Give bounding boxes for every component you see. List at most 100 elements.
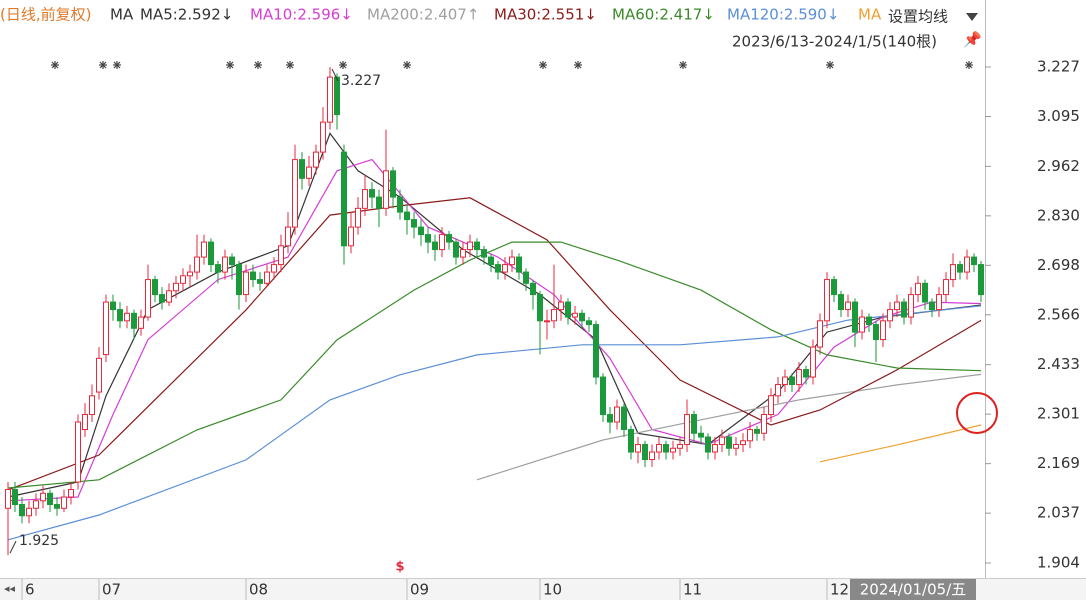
candle-body [432, 241, 438, 251]
annotation-label: 3.227 [341, 73, 381, 89]
candle-body [950, 264, 956, 281]
event-marker-stroke [679, 61, 687, 69]
candle-body [628, 429, 634, 453]
ma-line [7, 197, 982, 491]
candle-body [117, 309, 123, 322]
x-tick-label: 10 [543, 581, 562, 599]
event-marker [226, 61, 234, 69]
highlight-circle [956, 392, 998, 434]
scroll-left-icon[interactable]: ◂◂ [4, 582, 16, 595]
candle-body [544, 320, 550, 323]
candle-body [54, 504, 60, 509]
candle-body [243, 271, 249, 296]
event-marker [113, 61, 121, 69]
candle-body [586, 320, 592, 326]
candle-body [523, 271, 529, 284]
x-tick-label: 07 [102, 581, 121, 599]
candle-body [684, 414, 690, 446]
candle-body [978, 264, 984, 296]
event-marker-stroke [113, 61, 121, 69]
candle-body [495, 264, 501, 273]
candle-body [40, 492, 46, 502]
candle-body [327, 76, 333, 123]
candle-body [173, 282, 179, 292]
candle-body [537, 294, 543, 322]
candle-body [236, 264, 242, 296]
pin-icon[interactable]: 📌 [963, 30, 982, 49]
y-tick-label: 3.227 [1037, 58, 1080, 76]
cursor-date: 2024/01/05/五 [860, 581, 967, 599]
event-marker [403, 61, 411, 69]
candle-body [894, 301, 900, 311]
ma-settings[interactable]: 设置均线 [888, 8, 948, 26]
candle-body [915, 282, 921, 296]
event-marker-stroke [99, 61, 107, 69]
event-marker [574, 61, 582, 69]
candle-body [859, 316, 865, 333]
candle-body [222, 256, 228, 273]
candle-body [887, 309, 893, 322]
candle-body [754, 429, 760, 434]
candle-body [467, 241, 473, 251]
candle-body [89, 395, 95, 416]
ma-line [819, 424, 982, 463]
dropdown-icon[interactable] [966, 13, 978, 21]
ma-line [7, 305, 982, 541]
candle-body [530, 282, 536, 296]
event-marker [826, 61, 834, 69]
candle-body [201, 241, 207, 258]
candle-body [782, 376, 788, 386]
y-tick-label: 1.904 [1037, 554, 1080, 572]
candle-body [488, 256, 494, 266]
candle-body [26, 507, 32, 517]
candle-body [901, 301, 907, 318]
event-marker-stroke [286, 61, 294, 69]
candle-body [453, 241, 459, 258]
candle-body [152, 279, 158, 296]
candle-body [145, 279, 151, 318]
y-tick-label: 2.301 [1037, 405, 1080, 423]
candle-body [600, 376, 606, 416]
event-marker-stroke [574, 61, 582, 69]
candle-body [180, 275, 186, 284]
candle-body [474, 241, 480, 251]
candle-body [341, 151, 347, 247]
candle-body [824, 279, 830, 322]
candle-body [425, 234, 431, 243]
candle-body [761, 414, 767, 434]
candle-body [635, 444, 641, 453]
event-marker [286, 61, 294, 69]
candle-body [68, 489, 74, 498]
candle-body [320, 121, 326, 153]
candle-body [733, 444, 739, 449]
candle-body [278, 245, 284, 266]
candle-body [502, 264, 508, 273]
event-marker [965, 61, 973, 69]
legend-entry: MA5:2.592↓ [140, 6, 233, 24]
candle-body [747, 429, 753, 442]
y-tick-label: 2.962 [1037, 157, 1080, 175]
candle-body [61, 496, 67, 509]
candle-body [579, 312, 585, 322]
candle-body [642, 444, 648, 461]
annotation-pointer [331, 68, 339, 82]
candle-body [922, 282, 928, 303]
candle-body [299, 159, 305, 179]
candle-body [621, 406, 627, 431]
candle-body [838, 294, 844, 311]
candle-body [971, 256, 977, 266]
candle-body [334, 76, 340, 116]
candle-body [509, 256, 515, 266]
ma-line [7, 241, 982, 489]
candle-body [264, 271, 270, 284]
candle-body [362, 189, 368, 209]
candle-body [516, 256, 522, 273]
candle-body [75, 421, 81, 483]
candle-body [166, 290, 172, 303]
candle-body [33, 500, 39, 509]
candle-body [551, 309, 557, 322]
plot-area: 3.227 1.925 [5, 67, 984, 556]
candle-body [817, 320, 823, 348]
x-tick-label: 09 [410, 581, 429, 599]
